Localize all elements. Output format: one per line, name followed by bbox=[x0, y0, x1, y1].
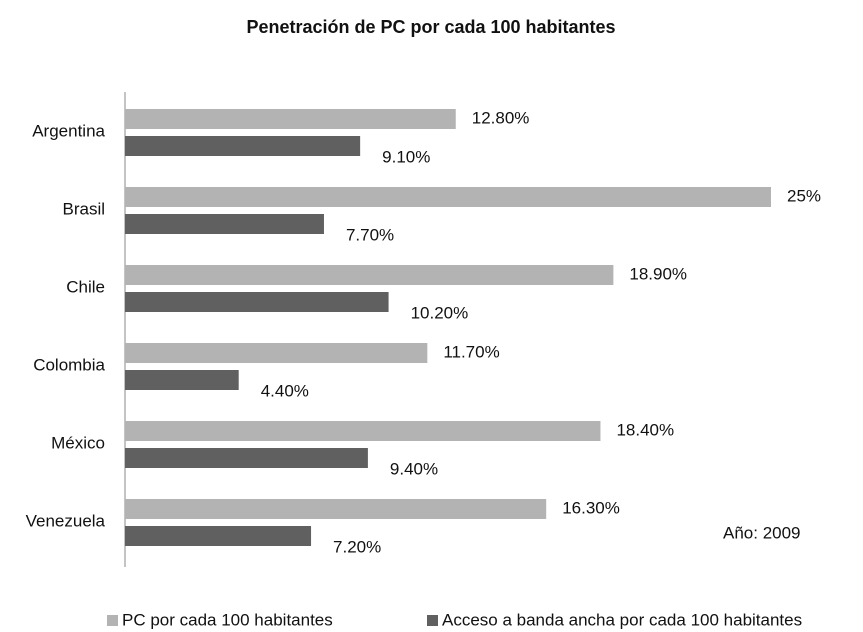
data-label: 18.40% bbox=[616, 420, 674, 439]
y-tick-label: México bbox=[51, 433, 105, 452]
data-label: 9.10% bbox=[382, 147, 430, 166]
bar bbox=[125, 526, 312, 546]
bar bbox=[125, 187, 771, 207]
annotation: Año: 2009 bbox=[723, 523, 801, 542]
legend-label: PC por cada 100 habitantes bbox=[122, 610, 333, 629]
bar bbox=[125, 370, 239, 390]
chart-title: Penetración de PC por cada 100 habitante… bbox=[246, 17, 615, 37]
legend-swatch bbox=[427, 615, 438, 626]
y-tick-label: Colombia bbox=[33, 355, 105, 374]
bar bbox=[125, 136, 361, 156]
data-label: 4.40% bbox=[261, 381, 309, 400]
bar bbox=[125, 499, 547, 519]
data-label: 11.70% bbox=[443, 342, 499, 361]
bar bbox=[125, 448, 368, 468]
data-label: 7.20% bbox=[333, 537, 381, 556]
y-tick-label: Venezuela bbox=[26, 511, 106, 530]
bar bbox=[125, 265, 614, 285]
data-label: 16.30% bbox=[562, 498, 620, 517]
bar bbox=[125, 109, 456, 129]
legend-swatch bbox=[107, 615, 118, 626]
data-label: 25% bbox=[787, 186, 821, 205]
data-label: 7.70% bbox=[346, 225, 394, 244]
y-tick-label: Brasil bbox=[62, 199, 105, 218]
bar bbox=[125, 214, 324, 234]
data-label: 10.20% bbox=[411, 303, 469, 322]
bar bbox=[125, 292, 389, 312]
bar bbox=[125, 343, 428, 363]
y-tick-label: Chile bbox=[66, 277, 105, 296]
data-label: 9.40% bbox=[390, 459, 438, 478]
y-tick-label: Argentina bbox=[32, 121, 105, 140]
bar bbox=[125, 421, 601, 441]
legend-label: Acceso a banda ancha por cada 100 habita… bbox=[442, 610, 802, 629]
data-label: 18.90% bbox=[629, 264, 687, 283]
data-label: 12.80% bbox=[472, 108, 530, 127]
